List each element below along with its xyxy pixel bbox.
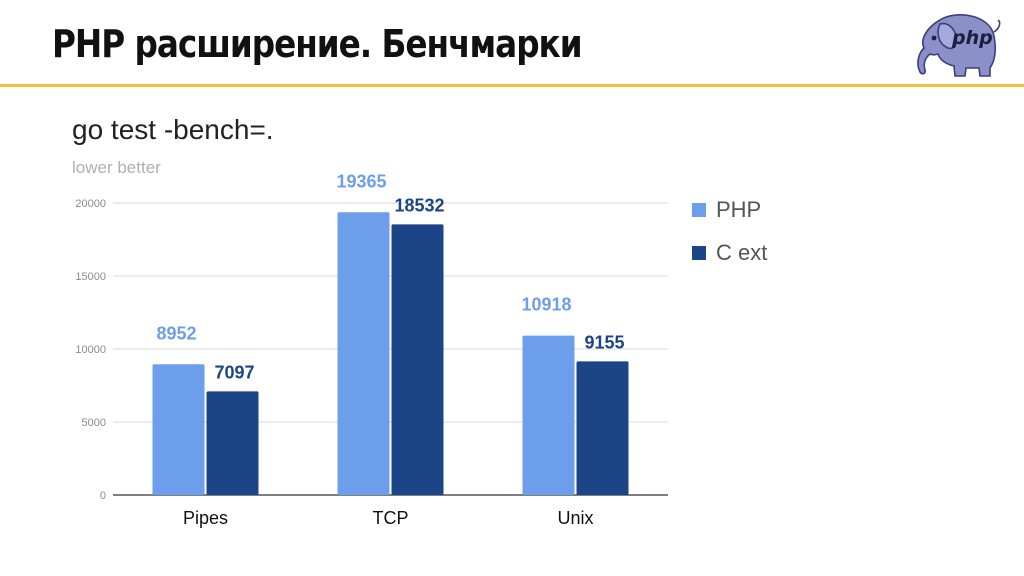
legend-label: PHP [716,197,762,222]
data-label: 8952 [156,323,196,343]
data-label: 18532 [394,195,444,215]
bar-php-pipes [152,364,205,495]
slide-title: PHP расширение. Бенчмарки [52,22,583,66]
legend-item: C ext [692,239,767,267]
chart-title: go test -bench=. [72,114,274,145]
chart-legend: PHP C ext [692,196,767,282]
logo-text: php [951,27,993,49]
y-tick-label: 0 [100,490,106,502]
title-divider [0,84,1024,87]
bar-c-ext-unix [576,361,629,495]
y-tick-label: 20000 [75,198,106,210]
bar-php-unix [522,335,575,495]
legend-swatch [692,246,706,260]
bar-c-ext-tcp [391,224,444,495]
x-tick-label: TCP [373,508,409,528]
chart-subtitle: lower better [72,158,161,177]
x-tick-label: Pipes [183,508,228,528]
y-tick-label: 5000 [82,417,106,429]
legend-item: PHP [692,196,767,224]
x-tick-label: Unix [557,508,593,528]
data-label: 10918 [521,295,571,315]
data-label: 7097 [214,362,254,382]
legend-label: C ext [716,240,768,265]
php-elephant-icon: php [917,14,1001,77]
legend-swatch [692,203,706,217]
bar-c-ext-pipes [206,391,259,495]
y-tick-label: 10000 [75,344,106,356]
bar-php-tcp [337,212,390,495]
data-label: 9155 [584,332,624,352]
y-tick-label: 15000 [75,271,106,283]
data-label: 19365 [336,171,386,191]
